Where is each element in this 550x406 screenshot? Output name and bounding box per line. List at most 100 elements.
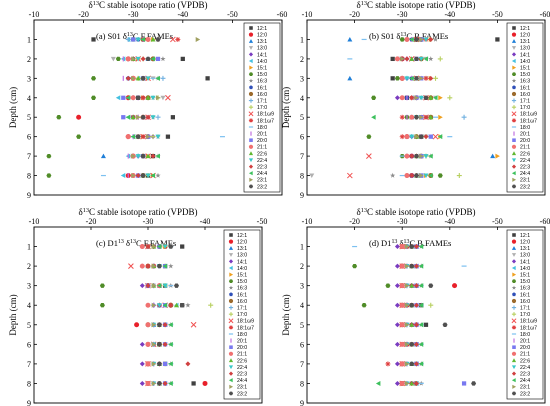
data-point <box>76 114 82 120</box>
data-point <box>150 115 156 120</box>
legend-label: 24:4 <box>520 378 530 384</box>
data-point <box>145 283 151 289</box>
data-point <box>309 173 315 179</box>
data-point <box>160 75 166 81</box>
legend-label: 18:1ω7 <box>257 118 274 124</box>
data-point <box>140 134 146 140</box>
data-point <box>413 302 419 308</box>
data-point <box>409 56 415 61</box>
data-point <box>404 380 410 386</box>
data-point <box>168 302 174 308</box>
y-tick-label: 3 <box>27 282 31 291</box>
legend-label: 17:0 <box>257 105 267 111</box>
data-point <box>418 302 424 308</box>
data-point <box>202 380 208 386</box>
legend-label: 23:1 <box>520 178 530 184</box>
legend-marker <box>511 46 517 50</box>
data-point <box>130 95 136 101</box>
data-point <box>125 134 131 140</box>
data-point <box>418 341 424 347</box>
data-point <box>409 303 415 308</box>
legend-marker <box>248 158 254 163</box>
legend-marker <box>248 144 254 149</box>
y-tick-label: 8 <box>27 172 31 181</box>
data-point <box>432 36 439 42</box>
data-point <box>139 244 145 250</box>
data-point <box>423 154 429 159</box>
data-point <box>399 114 405 120</box>
data-point <box>409 36 414 42</box>
legend-label: 22:3 <box>237 372 247 378</box>
data-point <box>413 322 419 328</box>
data-point <box>185 302 191 308</box>
data-point <box>139 380 145 386</box>
legend-label: 14:1 <box>237 259 247 265</box>
y-tick-label: 6 <box>300 133 304 142</box>
legend-label: 16:1 <box>257 85 267 91</box>
data-point <box>160 95 166 101</box>
legend-label: 12:0 <box>520 33 530 39</box>
data-point <box>185 361 191 367</box>
x-tick-label: -20 <box>349 10 360 19</box>
data-point <box>162 244 168 250</box>
y-axis-label: Depth (cm) <box>8 87 18 128</box>
legend-label: 18:1ω7 <box>237 325 254 331</box>
data-point <box>131 153 136 159</box>
data-point <box>99 283 105 288</box>
data-point <box>160 56 166 62</box>
legend-marker <box>228 285 234 290</box>
data-point <box>151 322 157 328</box>
y-tick-label: 5 <box>27 321 31 330</box>
data-point <box>404 153 410 159</box>
data-point <box>121 95 126 100</box>
x-tick-label: -60 <box>277 10 288 19</box>
data-point <box>399 37 405 42</box>
data-point <box>428 173 433 179</box>
data-point <box>428 56 434 62</box>
data-point <box>135 75 141 81</box>
legend-marker <box>228 391 234 396</box>
legend-label: 16:3 <box>520 79 530 85</box>
x-axis-title: δ13C stable isotope ratio (VPDB) <box>88 0 207 10</box>
x-tick-label: -50 <box>492 10 503 19</box>
y-tick-label: 7 <box>300 360 304 369</box>
x-tick-label: -50 <box>257 217 268 226</box>
legend-label: 22:6 <box>237 358 247 364</box>
legend-marker <box>511 318 517 324</box>
legend-marker <box>511 111 517 117</box>
data-point <box>180 244 185 249</box>
y-tick-label: 4 <box>300 301 304 310</box>
data-point <box>423 75 429 81</box>
legend-label: 18:0 <box>520 125 530 131</box>
data-point <box>471 381 477 386</box>
legend-marker <box>228 325 234 330</box>
data-point <box>409 263 415 269</box>
data-point <box>404 134 410 140</box>
legend-marker <box>511 305 517 310</box>
data-point <box>419 153 424 159</box>
data-point <box>394 263 400 269</box>
legend-label: 23:2 <box>520 184 530 190</box>
data-point <box>404 173 410 179</box>
legend-marker <box>511 105 517 110</box>
legend-label: 24:4 <box>257 171 267 177</box>
data-point <box>438 95 443 101</box>
data-point <box>456 173 462 179</box>
data-point <box>120 173 126 179</box>
data-point <box>438 114 443 120</box>
legend-marker <box>228 371 234 376</box>
data-point <box>461 381 467 386</box>
x-tick-label: -30 <box>397 217 408 226</box>
data-point <box>156 244 162 250</box>
data-point <box>394 341 400 347</box>
data-point <box>404 283 410 289</box>
legend-label: 16:0 <box>520 299 530 305</box>
chart-panel-1: -10 -20 -30 -40 -50 -60 1 2 3 4 5 6 7 8 9 δ13C stable i… <box>8 0 287 200</box>
data-point <box>394 322 400 328</box>
data-point <box>423 37 429 42</box>
data-point <box>151 341 157 347</box>
legend-label: 16:3 <box>520 286 530 292</box>
y-tick-label: 8 <box>27 379 31 388</box>
legend-marker <box>248 184 254 189</box>
legend-label: 20:1 <box>237 339 247 345</box>
